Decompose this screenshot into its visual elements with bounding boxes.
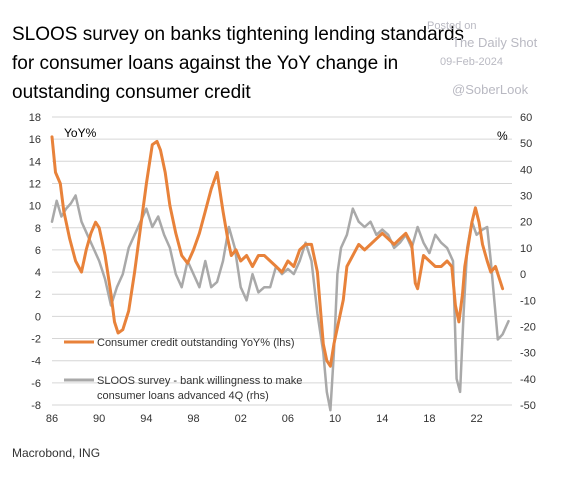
left-tick-label: 12 — [29, 178, 41, 190]
left-tick-label: 2 — [35, 289, 41, 301]
series-line-sloos — [50, 194, 510, 412]
legend-label-sloos-line1: SLOOS survey - bank willingness to make — [97, 375, 302, 387]
watermark-date: 09-Feb-2024 — [440, 56, 503, 68]
right-tick-label: -30 — [520, 348, 536, 360]
chart-lines — [50, 135, 510, 412]
left-tick-label: 18 — [29, 112, 41, 124]
left-tick-label: 4 — [35, 267, 41, 279]
x-tick-label: 10 — [329, 413, 341, 425]
x-tick-label: 86 — [46, 413, 58, 425]
right-tick-label: 0 — [520, 269, 526, 281]
right-tick-label: -50 — [520, 400, 536, 412]
left-tick-label: -2 — [31, 334, 41, 346]
legend-label-sloos: SLOOS survey - bank willingness to make … — [97, 375, 305, 402]
series-line-consumer-credit — [50, 135, 505, 368]
x-tick-label: 18 — [423, 413, 435, 425]
chart-title: SLOOS survey on banks tightening lending… — [12, 24, 465, 103]
x-tick-label: 02 — [235, 413, 247, 425]
line-chart: -8-6-4-2024681012141618-50-40-30-20-1001… — [29, 112, 536, 425]
left-tick-label: -8 — [31, 400, 41, 412]
watermark-posted-on: Posted on — [427, 20, 477, 32]
legend-label-consumer-credit: Consumer credit outstanding YoY% (lhs) — [97, 337, 295, 349]
left-tick-label: -6 — [31, 378, 41, 390]
right-tick-label: 50 — [520, 138, 532, 150]
x-tick-label: 90 — [93, 413, 105, 425]
left-tick-label: 14 — [29, 156, 41, 168]
chart-ticks: -8-6-4-2024681012141618-50-40-30-20-1001… — [29, 112, 536, 425]
x-tick-label: 22 — [470, 413, 482, 425]
right-tick-label: -20 — [520, 321, 536, 333]
left-tick-label: -4 — [31, 356, 41, 368]
right-tick-label: 20 — [520, 217, 532, 229]
x-tick-label: 06 — [282, 413, 294, 425]
left-tick-label: 10 — [29, 201, 41, 213]
chart-grid — [52, 116, 512, 406]
right-tick-label: 40 — [520, 164, 532, 176]
right-tick-label: -40 — [520, 374, 536, 386]
x-tick-label: 14 — [376, 413, 388, 425]
left-tick-label: 16 — [29, 134, 41, 146]
chart-legend: Consumer credit outstanding YoY% (lhs) S… — [64, 337, 305, 402]
right-tick-label: 30 — [520, 191, 532, 203]
right-tick-label: -10 — [520, 295, 536, 307]
left-tick-label: 6 — [35, 245, 41, 257]
source-footer: Macrobond, ING — [12, 446, 101, 460]
right-tick-label: 10 — [520, 243, 532, 255]
left-tick-label: 0 — [35, 311, 41, 323]
watermark-source: The Daily Shot — [452, 35, 538, 50]
left-axis-label: YoY% — [64, 126, 97, 140]
right-axis-label: % — [497, 129, 508, 143]
legend-label-sloos-line2: consumer loans advanced 4Q (rhs) — [97, 390, 269, 402]
watermark-handle: @SoberLook — [452, 82, 529, 97]
left-tick-label: 8 — [35, 223, 41, 235]
right-tick-label: 60 — [520, 112, 532, 124]
x-tick-label: 98 — [187, 413, 199, 425]
x-tick-label: 94 — [140, 413, 152, 425]
